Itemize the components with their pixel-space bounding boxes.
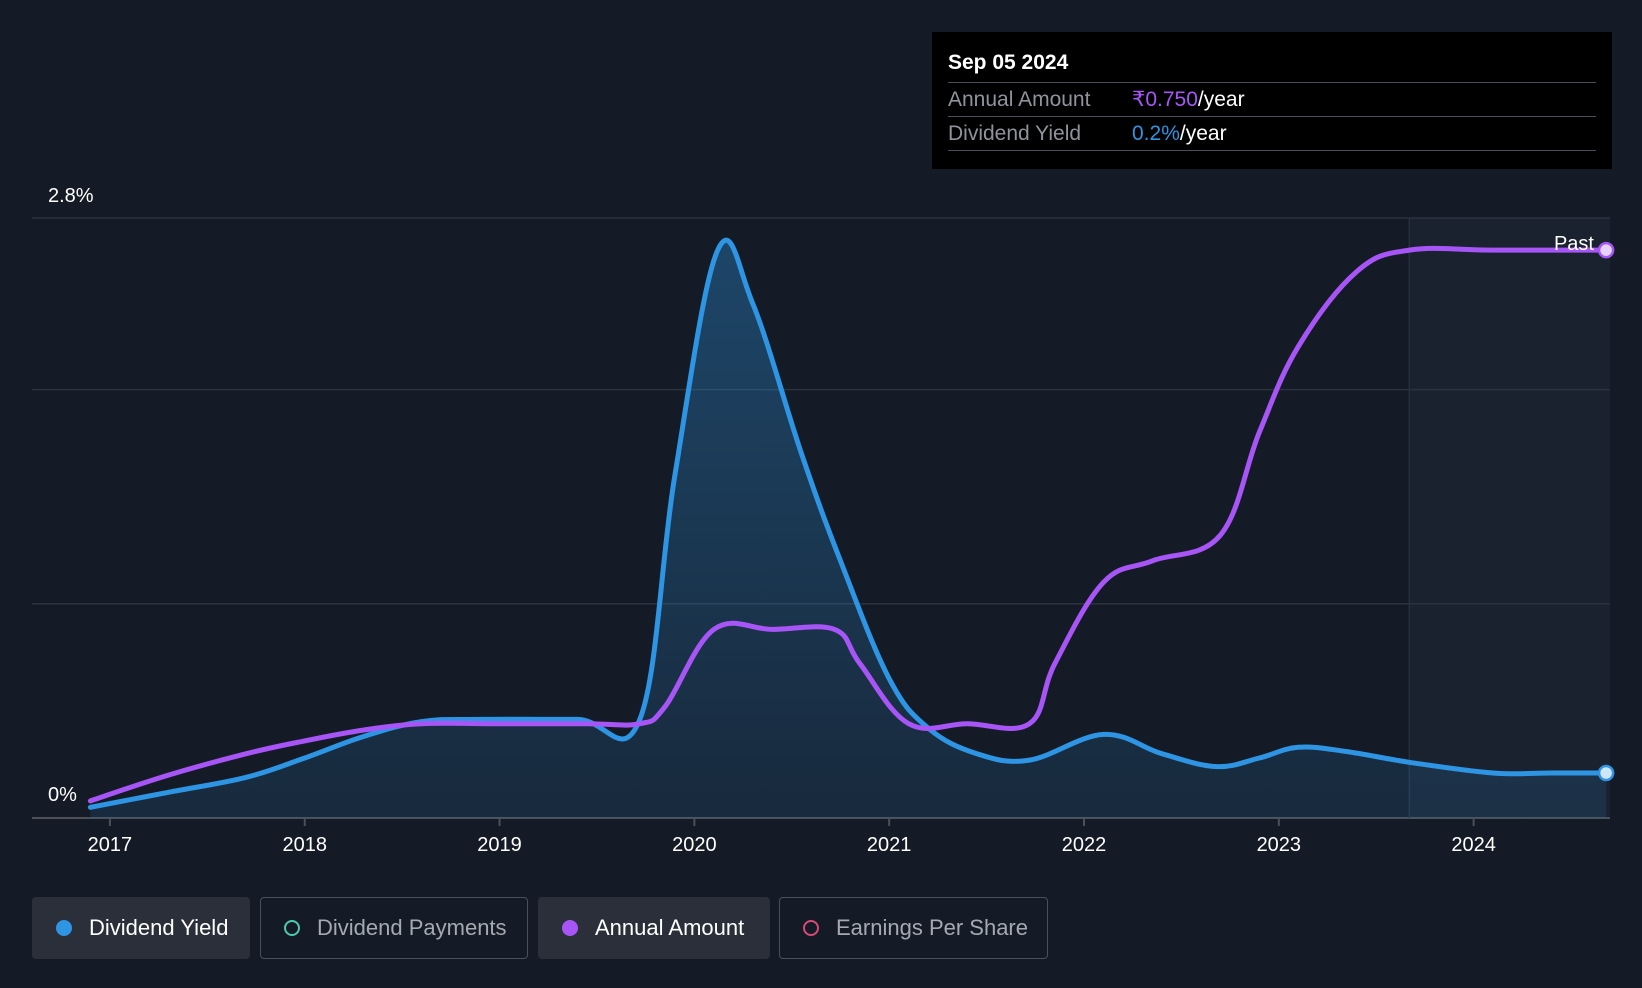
x-axis-ticks: 2017 2018 2019 2020 2021 2022 2023 2024 bbox=[88, 818, 1496, 856]
legend-label: Dividend Payments bbox=[317, 915, 507, 940]
legend-dividend-yield[interactable]: Dividend Yield bbox=[32, 897, 250, 959]
x-tick-label: 2022 bbox=[1062, 834, 1107, 856]
annual-amount-line bbox=[87, 245, 1609, 804]
tooltip-number: ₹0.750 bbox=[1132, 88, 1198, 111]
tooltip-value: ₹0.750/year bbox=[1132, 83, 1245, 116]
legend-label: Earnings Per Share bbox=[836, 915, 1028, 940]
x-tick-label: 2021 bbox=[867, 834, 912, 856]
tooltip-label: Annual Amount bbox=[948, 88, 1091, 111]
legend-earnings-per-share[interactable]: Earnings Per Share bbox=[779, 897, 1048, 959]
legend-label: Annual Amount bbox=[595, 915, 745, 940]
tooltip: Sep 05 2024 Annual Amount ₹0.750/year Di… bbox=[932, 32, 1612, 169]
legend-ring-icon bbox=[803, 920, 819, 936]
dividend-yield-area bbox=[90, 240, 1607, 818]
past-label: Past bbox=[1554, 233, 1594, 255]
legend-dot-icon bbox=[56, 920, 72, 936]
x-tick-label: 2017 bbox=[88, 834, 133, 856]
y-tick-label-top: 2.8% bbox=[48, 185, 94, 207]
tooltip-label: Dividend Yield bbox=[948, 122, 1082, 145]
x-tick-label: 2023 bbox=[1257, 834, 1302, 856]
x-tick-label: 2018 bbox=[282, 834, 327, 856]
annual-amount-end-point bbox=[1597, 241, 1615, 259]
tooltip-unit: /year bbox=[1179, 122, 1227, 145]
tooltip-value: 0.2%/year bbox=[1132, 117, 1227, 150]
dividend-yield-end-point bbox=[1597, 764, 1615, 782]
x-tick-label: 2020 bbox=[672, 834, 717, 856]
legend-ring-icon bbox=[284, 920, 300, 936]
tooltip-date: Sep 05 2024 bbox=[948, 48, 1596, 83]
tooltip-unit: /year bbox=[1197, 88, 1245, 111]
legend-dot-icon bbox=[562, 920, 578, 936]
y-tick-label-bottom: 0% bbox=[48, 784, 77, 806]
legend-annual-amount[interactable]: Annual Amount bbox=[538, 897, 770, 959]
past-region bbox=[1409, 218, 1610, 818]
tooltip-row-dividend-yield: Dividend Yield 0.2%/year bbox=[948, 117, 1596, 151]
tooltip-number: 0.2% bbox=[1132, 122, 1180, 145]
x-tick-label: 2024 bbox=[1451, 834, 1496, 856]
x-tick-label: 2019 bbox=[477, 834, 522, 856]
tooltip-row-annual-amount: Annual Amount ₹0.750/year bbox=[948, 83, 1596, 117]
legend-label: Dividend Yield bbox=[89, 915, 229, 940]
legend-dividend-payments[interactable]: Dividend Payments bbox=[260, 897, 528, 959]
